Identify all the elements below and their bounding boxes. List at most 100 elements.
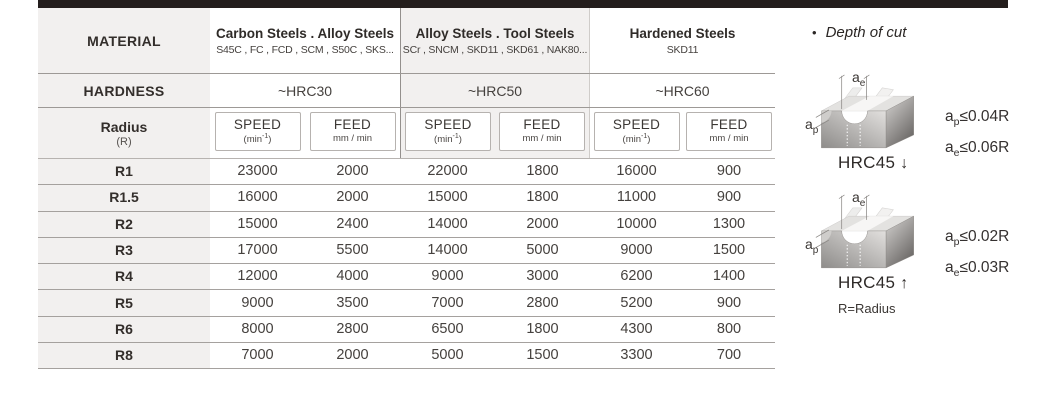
group-subtitle: SKD11 [666,44,699,57]
group-hardened-steels: Hardened Steels SKD11 [590,8,775,73]
feed-value-cell: 1400 [712,268,746,285]
speed-value-cell: 15000 [237,215,278,232]
radius-cell: R6 [38,316,210,343]
speed-value-cell: 7000 [431,294,464,311]
top-accent-bar [38,0,1008,8]
group-title: Hardened Steels [629,25,736,41]
feed-value-cell: 1800 [526,163,559,180]
group-subtitle: S45C , FC , FCD , SCM , S50C , SKS... [216,44,394,57]
feed-value-cell: 5500 [336,242,369,259]
radius-cell: R1.5 [38,185,210,211]
speed-value-cell: 3300 [620,347,653,364]
material-header: MATERIAL [38,8,210,73]
milled-block-illustration [815,194,914,269]
feed-value-cell: 1500 [712,242,746,259]
speed-value-cell: 5000 [431,347,464,364]
cut-limit-values: ap≤0.02R ae≤0.03R [945,224,1009,286]
radius-cell: R8 [38,343,210,369]
feed-value-cell: 5000 [526,242,559,259]
feed-value-cell: 700 [716,347,742,364]
radius-cell: R4 [38,264,210,290]
hardness-header: HARDNESS [38,74,210,107]
feed-value-cell: 900 [716,163,742,180]
up-arrow-icon: ↑ [900,275,909,292]
feed-value-cell: 900 [716,189,742,206]
table-row-r6: R6 8000 2800 6500 1800 4300 800 [38,316,775,344]
speed-value-cell: 5200 [620,294,653,311]
depth-of-cut-title: • Depth of cut [812,24,906,41]
feed-header-hardened: FEED mm / min [683,108,775,158]
feed-value-cell: 3500 [336,294,369,311]
hardness-value-alloy: ~HRC50 [400,74,590,107]
feed-value-cell: 2000 [526,215,559,232]
speed-value-cell: 9000 [620,242,653,259]
feed-value-cell: 2000 [336,347,369,364]
depth-of-cut-label: Depth of cut [825,24,907,41]
ap-dimension-label: ap [805,236,819,256]
speed-value-cell: 7000 [241,347,274,364]
group-subtitle: SCr , SNCM , SKD11 , SKD61 , NAK80... [402,44,588,57]
column-header-row: Radius (R) SPEED (min-1) FEED mm / min S… [38,108,775,159]
speed-header-hardened: SPEED (min-1) [590,108,683,158]
ae-limit: ae≤0.06R [945,139,1010,160]
group-title: Alloy Steels . Tool Steels [415,25,575,41]
group-alloy-tool-steels: Alloy Steels . Tool Steels SCr , SNCM , … [400,8,590,73]
bullet-icon: • [812,25,817,40]
cutting-conditions-table: MATERIAL Carbon Steels . Alloy Steels S4… [38,8,775,370]
radius-definition-note: R=Radius [838,301,896,316]
table-row-r1-5: R1.5 16000 2000 15000 1800 11000 900 [38,185,775,212]
ap-limit: ap≤0.02R [945,228,1010,249]
hardness-value-hardened: ~HRC60 [655,82,710,99]
ap-limit: ap≤0.04R [945,108,1010,129]
feed-value-cell: 1500 [526,347,559,364]
speed-value-cell: 4300 [620,320,653,337]
table-row-r4: R4 12000 4000 9000 3000 6200 1400 [38,264,775,291]
speed-value-cell: 23000 [237,163,278,180]
speed-value-cell: 16000 [237,189,278,206]
down-arrow-icon: ↓ [900,155,909,172]
table-row-r8: R8 7000 2000 5000 1500 3300 700 [38,343,775,370]
ae-limit: ae≤0.03R [945,259,1010,280]
depth-of-cut-diagram-soft: ae ap HRC45 ↓ ap≤0.04R ae≤0.06R [800,69,1050,190]
hardness-row: HARDNESS ~HRC30 ~HRC50 ~HRC60 [38,74,775,108]
speed-value-cell: 22000 [427,163,468,180]
feed-value-cell: 1800 [526,320,559,337]
group-carbon-alloy-steels: Carbon Steels . Alloy Steels S45C , FC ,… [210,8,400,73]
feed-value-cell: 2000 [336,189,369,206]
speed-value-cell: 15000 [427,189,468,206]
feed-value-cell: 3000 [526,268,559,285]
speed-value-cell: 9000 [431,268,464,285]
radius-cell: R1 [38,159,210,185]
feed-value-cell: 800 [716,320,742,337]
feed-header-carbon: FEED mm / min [305,108,400,158]
speed-value-cell: 12000 [237,268,278,285]
table-row-r5: R5 9000 3500 7000 2800 5200 900 [38,290,775,317]
speed-value-cell: 10000 [616,215,657,232]
speed-header-carbon: SPEED (min-1) [210,108,305,158]
ap-dimension-label: ap [805,116,819,136]
speed-value-cell: 17000 [237,242,278,259]
table-row-r1: R1 23000 2000 22000 1800 16000 900 [38,159,775,186]
ae-dimension-label: ae [852,69,866,89]
feed-header-alloy: FEED mm / min [495,108,590,158]
radius-cell: R5 [38,290,210,316]
ae-dimension-label: ae [852,189,866,209]
speed-header-alloy: SPEED (min-1) [400,108,495,158]
feed-value-cell: 2000 [336,163,369,180]
group-title: Carbon Steels . Alloy Steels [215,25,395,41]
depth-of-cut-diagram-hard: ae ap HRC45 ↑ ap≤0.02R ae≤0.03R [800,189,1050,310]
feed-value-cell: 2400 [336,215,369,232]
speed-value-cell: 6500 [431,320,464,337]
speed-value-cell: 8000 [241,320,274,337]
feed-value-cell: 1800 [526,189,559,206]
speed-value-cell: 6200 [620,268,653,285]
radius-header: Radius (R) [38,108,210,158]
feed-value-cell: 2800 [336,320,369,337]
hardness-caption: HRC45 ↑ [838,273,909,292]
radius-sub-label: (R) [116,135,132,148]
feed-value-cell: 4000 [336,268,369,285]
cut-limit-values: ap≤0.04R ae≤0.06R [945,104,1009,166]
speed-value-cell: 14000 [427,242,468,259]
radius-label: Radius [100,118,148,135]
feed-value-cell: 900 [716,294,742,311]
